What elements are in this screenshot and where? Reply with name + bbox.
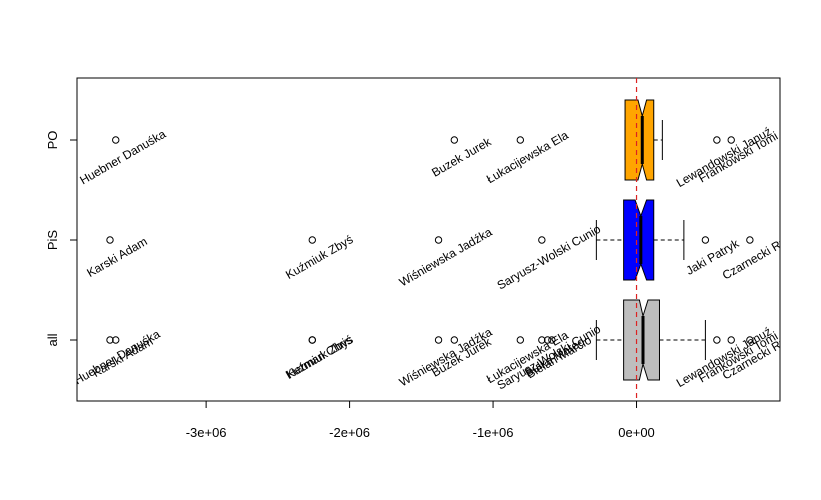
outlier-point: [538, 336, 546, 344]
outlier-point: [727, 336, 735, 344]
outlier-point: [308, 236, 316, 244]
outlier-point: [106, 236, 114, 244]
x-tick-label: -1e+06: [473, 425, 514, 440]
outlier-point: [548, 336, 556, 344]
outlier-point: [746, 336, 754, 344]
boxplot-pis: Karski Adam Kuźmiuk Zbyś Wiśniewska Jadźka…: [84, 199, 780, 293]
y-tick-label-po: PO: [45, 131, 60, 150]
outlier-point: [308, 336, 316, 344]
outlier-point: [538, 236, 546, 244]
outlier-point: [434, 336, 443, 344]
y-tick-label-pis: PiS: [45, 230, 60, 251]
outlier-point: [106, 336, 114, 344]
x-tick-label: 0e+00: [618, 425, 655, 440]
outlier-label: Hetman Chris: [284, 333, 355, 382]
outlier-point: [701, 236, 710, 244]
notched-box: [624, 99, 655, 181]
outlier-point: [516, 336, 525, 344]
outlier-point: [543, 336, 552, 344]
outlier-label: Łukacijewska Ela: [484, 128, 571, 186]
outlier-label: Saryusz-Wolski Cunio: [495, 222, 604, 293]
outlier-point: [450, 136, 459, 144]
outlier-point: [516, 136, 525, 144]
outlier-label: Kuźmiuk Zbyś: [283, 232, 355, 282]
plot-frame: [76, 77, 781, 402]
outlier-point: [112, 336, 120, 344]
notched-box: [623, 199, 655, 281]
outlier-label: Huebner Danuśka: [77, 127, 168, 188]
outlier-label: Wiśniewska Jadźka: [397, 225, 495, 290]
outlier-label: Karski Adam: [84, 234, 149, 280]
outlier-point: [450, 336, 459, 344]
outlier-point: [713, 136, 721, 144]
y-tick-label-all: all: [45, 333, 60, 346]
x-tick-label: -2e+06: [329, 425, 370, 440]
outlier-point: [746, 236, 754, 244]
x-tick-label: -3e+06: [186, 425, 227, 440]
outlier-point: [112, 136, 120, 144]
outlier-point: [434, 236, 443, 244]
outlier-point: [713, 336, 721, 344]
outlier-label: Karski Adam: [90, 334, 155, 380]
outlier-point: [727, 136, 735, 144]
